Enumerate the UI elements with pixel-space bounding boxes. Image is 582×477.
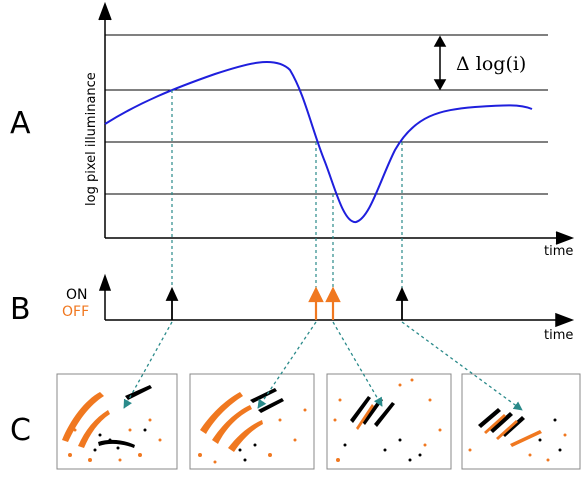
connector-2	[257, 321, 317, 409]
x-axis-b-arrowhead	[555, 312, 575, 328]
event-frame-3	[326, 373, 452, 470]
panel-a-letter: A	[10, 106, 31, 141]
panel-a: A log pixel illuminance time Δ log(i)	[10, 1, 575, 296]
event-frame-4	[461, 373, 581, 470]
panel-c-letter: C	[10, 413, 31, 448]
threshold-gridlines	[105, 34, 548, 195]
illuminance-curve	[104, 61, 533, 223]
connector-3	[332, 321, 383, 407]
x-axis-label-b: time	[544, 328, 573, 343]
y-axis-b-arrowhead	[98, 273, 112, 291]
connector-4	[401, 321, 523, 411]
panel-c: C	[10, 321, 581, 470]
y-axis-label: log pixel illuminance	[84, 72, 99, 206]
off-label: OFF	[62, 304, 89, 320]
threshold-label: Δ log(i)	[456, 53, 526, 75]
threshold-arrow-bottom-head	[433, 79, 447, 91]
panel-b-letter: B	[10, 292, 31, 327]
x-axis-a-arrowhead	[555, 231, 575, 245]
panel-a-axes	[98, 1, 575, 245]
event-on-2	[395, 286, 409, 320]
threshold-arrow	[433, 35, 447, 91]
event-frame-2	[189, 373, 315, 470]
on-label: ON	[66, 287, 88, 303]
crossing-drop-lines	[171, 90, 403, 296]
y-axis-a-arrowhead	[98, 1, 112, 21]
event-off-2	[325, 286, 341, 320]
event-to-frame-connectors	[123, 321, 523, 411]
event-off-1	[308, 286, 324, 320]
x-axis-label-a: time	[544, 244, 573, 259]
event-on-1	[165, 286, 179, 320]
threshold-arrow-top-head	[433, 35, 447, 47]
panel-b: B ON OFF time	[10, 273, 575, 343]
connector-1	[123, 321, 173, 409]
event-frame-1	[56, 373, 178, 470]
